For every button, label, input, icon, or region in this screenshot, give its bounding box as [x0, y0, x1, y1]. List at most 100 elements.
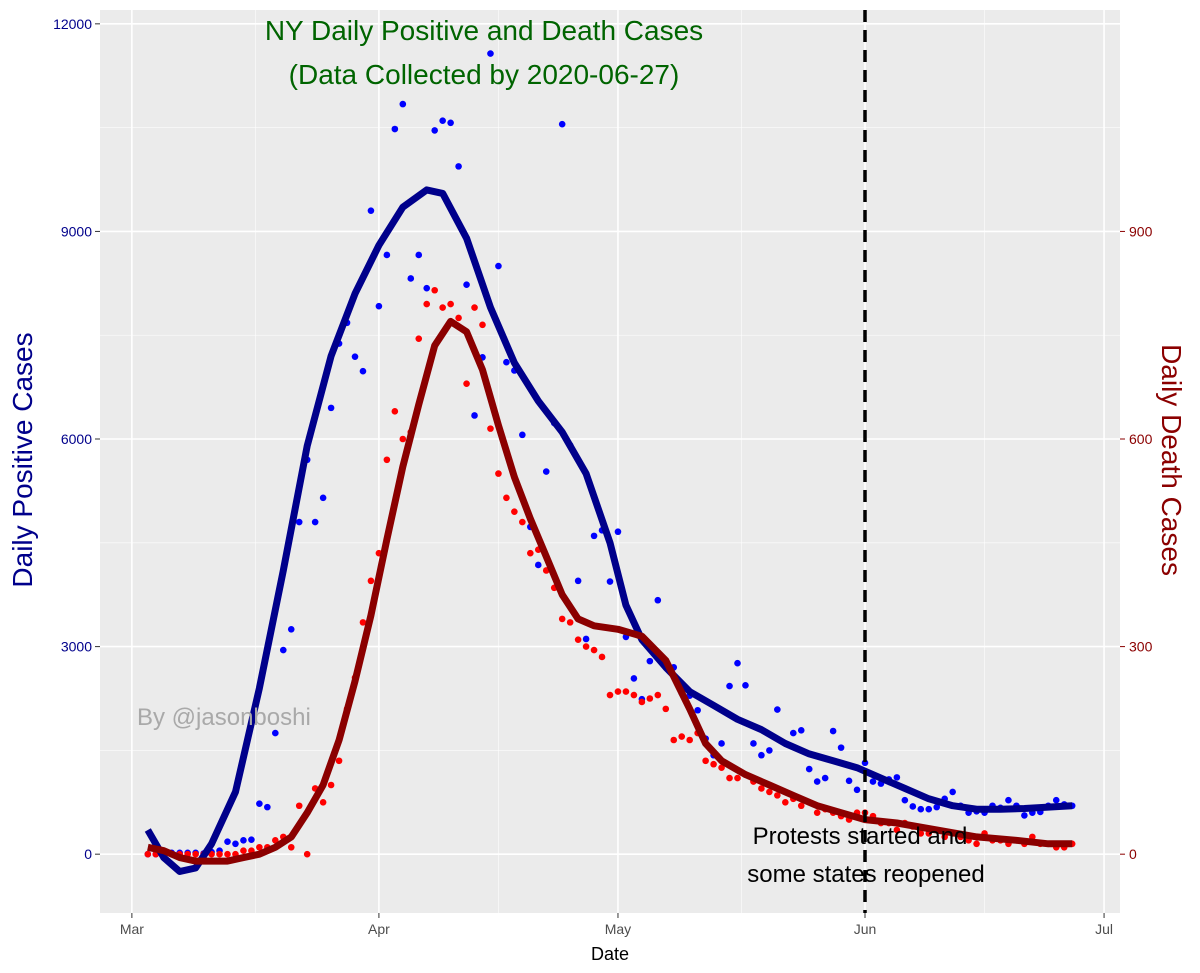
positive-point [264, 803, 271, 811]
positive-point [869, 778, 877, 785]
positive-point [582, 635, 590, 643]
death-point [527, 549, 534, 557]
y-left-tick-label: 12000 [53, 16, 92, 32]
positive-point [933, 803, 941, 811]
death-point [367, 577, 375, 585]
positive-point [893, 774, 901, 781]
positive-point [590, 532, 598, 540]
death-point [797, 802, 805, 810]
death-point [295, 802, 303, 810]
death-point [766, 788, 773, 796]
death-point [917, 830, 925, 837]
death-point [319, 798, 327, 806]
positive-point [694, 706, 701, 714]
y-right-tick-label: 0 [1129, 846, 1137, 862]
positive-point [606, 578, 614, 585]
chart-subtitle: (Data Collected by 2020-06-27) [289, 59, 680, 90]
positive-point [224, 838, 231, 846]
positive-point [925, 805, 933, 813]
positive-point [1021, 812, 1028, 819]
death-point [335, 757, 343, 765]
death-point [566, 619, 574, 626]
positive-point [758, 751, 765, 759]
data-marks [144, 50, 1076, 875]
positive-point [1005, 796, 1012, 804]
death-point [359, 619, 367, 626]
positive-point [519, 431, 526, 439]
positive-point [431, 127, 438, 134]
death-point [782, 798, 789, 806]
positive-point [495, 262, 502, 270]
positive-point [383, 251, 391, 259]
y-right-tick-label: 600 [1129, 431, 1153, 447]
positive-point [614, 528, 622, 536]
death-point [630, 691, 638, 699]
death-point [431, 286, 438, 294]
positive-point [534, 561, 542, 569]
positive-point [415, 251, 423, 259]
death-point [192, 850, 199, 858]
death-point [479, 321, 486, 329]
death-point [439, 304, 446, 311]
death-point [574, 636, 582, 643]
death-point [670, 736, 678, 744]
annotation-line-2: some states reopened [747, 861, 984, 888]
death-point [686, 736, 693, 744]
death-point [758, 785, 765, 792]
y-right-tick-label: 900 [1129, 223, 1153, 239]
positive-point [287, 625, 295, 633]
death-point [726, 774, 733, 782]
axes: Mar Apr May Jun Jul 0 3000 6000 9000 12000 0 300 600… [53, 16, 1153, 937]
positive-point [734, 659, 741, 667]
death-point [590, 646, 598, 654]
death-point [415, 335, 423, 342]
y-axis-title-left: Daily Positive Cases [7, 332, 38, 587]
positive-point [805, 765, 813, 773]
death-point [447, 300, 454, 308]
positive-point [503, 358, 510, 366]
death-point [718, 764, 725, 771]
positive-point [455, 163, 462, 170]
x-tick-label: Mar [120, 921, 144, 937]
positive-point [351, 353, 359, 360]
x-tick-label: Jul [1095, 921, 1113, 937]
watermark-text: By @jasonboshi [137, 704, 311, 731]
positive-point [901, 796, 909, 804]
death-point [582, 643, 590, 650]
death-point [813, 809, 821, 816]
annotation-line-1: Protests started and [753, 823, 968, 850]
positive-point [471, 412, 478, 419]
death-point [654, 691, 662, 699]
positive-point [853, 786, 861, 794]
death-point [941, 833, 948, 841]
death-point [503, 494, 510, 502]
death-point [240, 847, 247, 855]
death-point [495, 470, 502, 477]
positive-point [750, 740, 757, 747]
x-tick-label: May [605, 921, 631, 937]
positive-point [726, 682, 733, 690]
death-point [216, 850, 223, 858]
positive-point [463, 281, 470, 289]
positive-point [447, 119, 454, 127]
plot-panel [100, 10, 1120, 913]
death-point [702, 757, 709, 765]
positive-point [766, 747, 773, 754]
x-tick-label: Jun [854, 921, 877, 937]
positive-point [813, 778, 821, 785]
positive-point [646, 657, 654, 665]
death-point [303, 850, 311, 858]
positive-point [837, 744, 845, 751]
death-point [646, 695, 654, 702]
death-point [638, 698, 646, 706]
x-axis-title: Date [591, 944, 629, 964]
positive-point [917, 805, 925, 813]
y-left-tick-label: 3000 [61, 639, 92, 655]
positive-point [248, 836, 255, 843]
positive-point [574, 577, 582, 585]
positive-point [909, 803, 917, 810]
positive-point [319, 494, 327, 502]
positive-point [949, 788, 956, 796]
positive-point [718, 740, 725, 747]
positive-point [240, 837, 247, 844]
